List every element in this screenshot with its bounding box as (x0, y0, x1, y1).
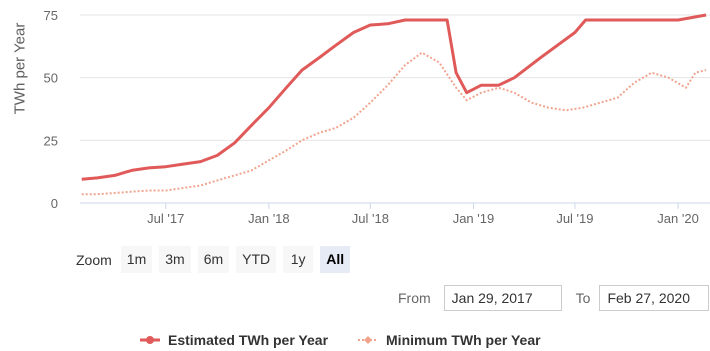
x-tick-label-0: Jul '17 (147, 211, 184, 226)
legend-marker-estimated (140, 336, 160, 344)
legend-label-estimated: Estimated TWh per Year (168, 332, 329, 348)
zoom-6m-button[interactable]: 6m (197, 246, 230, 273)
y-axis-title: TWh per Year (11, 22, 29, 115)
legend-marker-minimum (358, 336, 379, 344)
zoom-ytd-button[interactable]: YTD (236, 246, 277, 273)
line-chart: 0 25 50 75 Jul '17 Jan '18 Jul '18 Jan '19 Jul '… (44, 8, 710, 226)
legend-item-estimated[interactable]: Estimated TWh per Year (140, 332, 328, 348)
x-tick-label-5: Jan '20 (657, 211, 699, 226)
x-tick-label-3: Jan '19 (453, 211, 495, 226)
zoom-3m-button[interactable]: 3m (159, 246, 191, 273)
date-range-selector: From Jan 29, 2017 To Feb 27, 2020 (398, 285, 710, 311)
x-tick-label-4: Jul '19 (556, 211, 593, 226)
y-tick-label-0: 0 (51, 196, 58, 211)
zoom-1m-button[interactable]: 1m (120, 246, 153, 273)
legend: Estimated TWh per Year Minimum TWh per Y… (140, 332, 541, 348)
legend-label-minimum: Minimum TWh per Year (386, 332, 541, 348)
x-tick-label-2: Jul '18 (352, 211, 389, 226)
legend-item-minimum[interactable]: Minimum TWh per Year (358, 332, 541, 348)
zoom-1y-button[interactable]: 1y (283, 246, 314, 273)
x-tick-label-1: Jan '18 (248, 211, 290, 226)
to-date-input[interactable]: Feb 27, 2020 (599, 285, 710, 311)
zoom-all-button[interactable]: All (320, 246, 351, 273)
from-date-input[interactable]: Jan 29, 2017 (443, 285, 562, 311)
series-line-estimated (81, 13, 707, 181)
y-tick-label-2: 50 (44, 71, 58, 86)
y-tick-label-1: 25 (44, 133, 58, 148)
from-label: From (398, 290, 431, 306)
zoom-controls: Zoom 1m 3m 6m YTD 1y All (76, 246, 351, 273)
series-line-minimum (81, 51, 707, 196)
zoom-label: Zoom (76, 251, 112, 268)
to-label: To (575, 290, 591, 306)
y-tick-label-3: 75 (44, 8, 58, 23)
